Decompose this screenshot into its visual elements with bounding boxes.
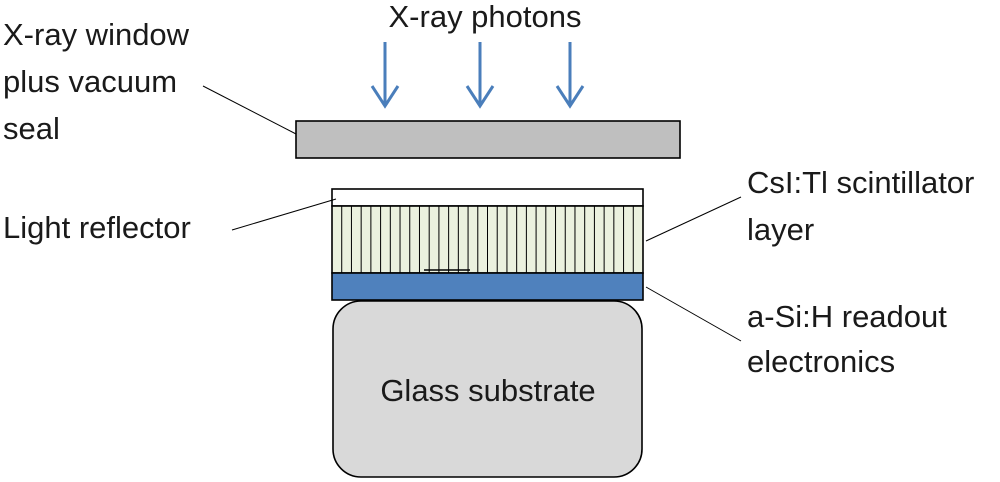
reflector-leader-line (231, 198, 337, 231)
photon-arrows (370, 42, 585, 109)
scintillator-label-line: layer (747, 212, 814, 247)
scintillator-label-line: CsI:Tl scintillator (747, 165, 974, 200)
scintillator-label: CsI:Tl scintillator layer (747, 165, 983, 247)
scintillator-columns (341, 206, 634, 273)
window-label-line: plus vacuum (3, 64, 177, 99)
window-label-line: seal (3, 111, 60, 146)
readout-label-line: a-Si:H readout (747, 299, 947, 334)
glass-substrate (332, 300, 643, 478)
readout-electronics-layer (331, 272, 644, 301)
readout-label: a-Si:H readout electronics (747, 299, 956, 379)
readout-leader-line (645, 286, 742, 342)
window-label: X-ray window plus vacuum seal (3, 17, 198, 146)
xray-window-plate (295, 120, 681, 159)
photon-arrow-icon (555, 42, 585, 109)
light-reflector-layer (331, 188, 644, 207)
substrate-label: Glass substrate (380, 373, 595, 408)
window-label-line: X-ray window (3, 17, 190, 52)
scintillator-leader-line (645, 196, 742, 242)
readout-label-line: electronics (747, 344, 895, 379)
photon-arrow-icon (465, 42, 495, 109)
photon-arrow-icon (370, 42, 400, 109)
window-leader-line (202, 85, 299, 136)
photons-label: X-ray photons (389, 0, 582, 34)
reflector-label: Light reflector (3, 210, 191, 245)
